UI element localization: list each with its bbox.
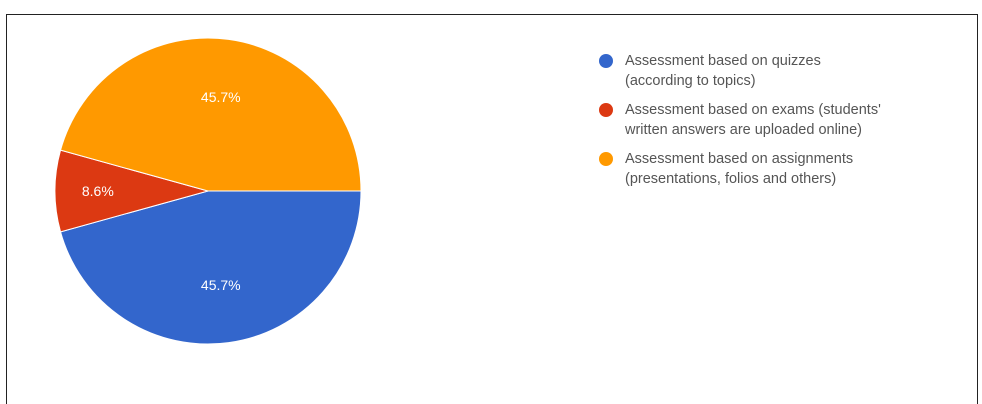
pie-slice-label: 8.6% [82, 183, 114, 199]
chart-legend: Assessment based on quizzes (according t… [593, 51, 973, 198]
legend-swatch-assignments [599, 152, 613, 166]
chart-frame: 45.7% 8.6% 45.7% Assessment based on quizz… [6, 14, 978, 404]
legend-label-line2: written answers are uploaded online) [625, 122, 862, 138]
legend-label-line2: (according to topics) [625, 73, 756, 89]
legend-item-assignments[interactable]: Assessment based on assignments (present… [593, 149, 973, 189]
legend-label-line2: (presentations, folios and others) [625, 171, 837, 187]
legend-label-line1: Assessment based on quizzes [625, 53, 821, 69]
pie-slice-assignments[interactable] [59, 37, 362, 192]
legend-label-line1: Assessment based on exams (students' [625, 102, 881, 118]
legend-swatch-quizzes [599, 54, 613, 68]
legend-item-quizzes[interactable]: Assessment based on quizzes (according t… [593, 51, 973, 91]
pie-slice-label: 45.7% [201, 277, 241, 293]
pie-slice-quizzes[interactable] [59, 190, 362, 345]
legend-swatch-exams [599, 103, 613, 117]
legend-item-exams[interactable]: Assessment based on exams (students' wri… [593, 100, 973, 140]
pie-slice-label: 45.7% [201, 89, 241, 105]
pie-chart: 45.7% 8.6% 45.7% [54, 37, 362, 345]
legend-label-line1: Assessment based on assignments [625, 151, 854, 167]
pie-slice-exams[interactable] [54, 149, 210, 233]
